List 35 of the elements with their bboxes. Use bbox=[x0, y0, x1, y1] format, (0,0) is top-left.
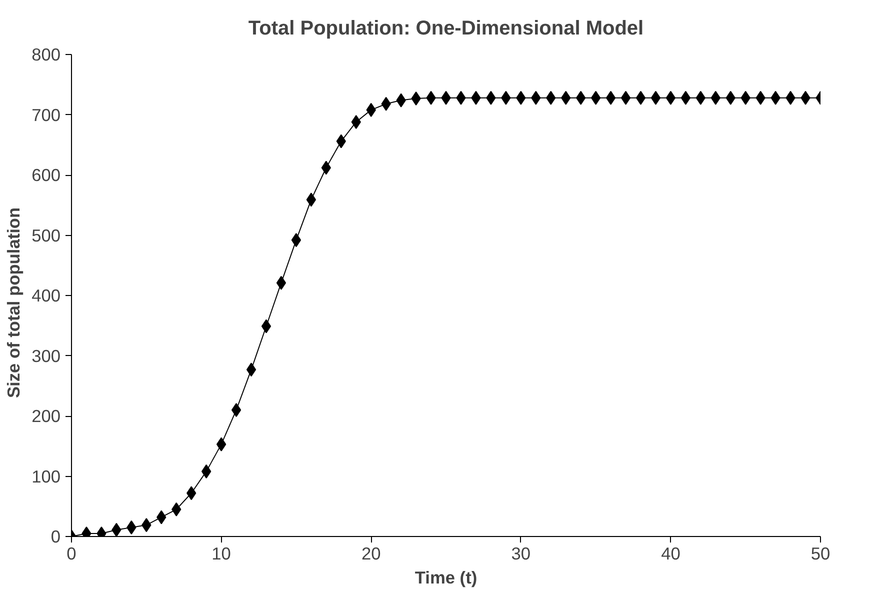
point bbox=[590, 90, 601, 105]
x-tick-label: 50 bbox=[810, 544, 830, 564]
point bbox=[201, 464, 212, 478]
point bbox=[306, 192, 316, 207]
y-tick-label: 800 bbox=[32, 44, 61, 64]
point bbox=[112, 522, 122, 536]
y-tick-label: 200 bbox=[32, 406, 61, 426]
y-tick-label: 100 bbox=[32, 466, 61, 486]
point bbox=[246, 362, 256, 377]
x-tick-label: 20 bbox=[361, 544, 381, 564]
y-tick-label: 0 bbox=[50, 526, 61, 546]
y-tick-label: 700 bbox=[32, 104, 61, 125]
y-tick-label: 600 bbox=[32, 165, 61, 185]
point bbox=[666, 90, 676, 105]
x-tick-label: 0 bbox=[66, 544, 76, 564]
point bbox=[261, 319, 272, 334]
y-tick-label: 400 bbox=[32, 286, 61, 306]
point bbox=[216, 437, 226, 452]
x-axis-title: Time (t) bbox=[414, 568, 478, 588]
point bbox=[291, 233, 302, 248]
point bbox=[606, 90, 616, 105]
point bbox=[576, 90, 586, 105]
chart-title: Total Population: One-Dimensional Model bbox=[248, 18, 644, 40]
point bbox=[680, 90, 691, 105]
y-tick-label: 300 bbox=[32, 346, 61, 366]
y-axis-title: Size of total population bbox=[4, 207, 24, 398]
point bbox=[231, 402, 242, 417]
point bbox=[276, 276, 286, 290]
point bbox=[620, 90, 631, 105]
point bbox=[650, 90, 661, 105]
point bbox=[636, 90, 646, 105]
x-tick-label: 30 bbox=[511, 544, 531, 564]
y-tick-label: 500 bbox=[32, 225, 61, 246]
x-tick-label: 10 bbox=[212, 544, 231, 564]
x-tick-label: 40 bbox=[661, 544, 680, 564]
